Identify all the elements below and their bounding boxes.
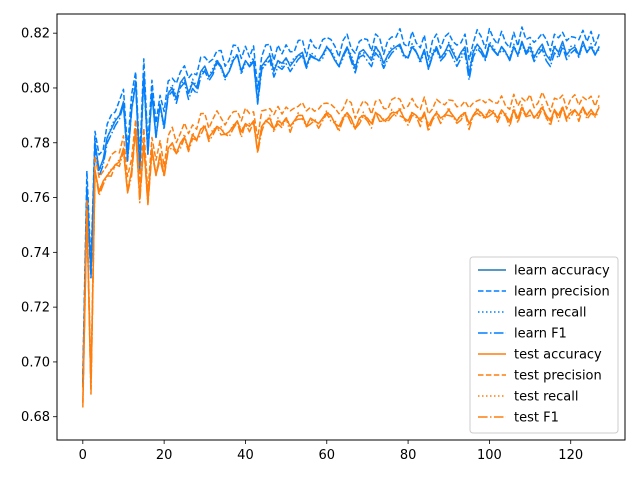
plot-frame [56,13,626,441]
y-tick-label: 0.74 [21,246,50,261]
x-tick-label: 20 [156,448,173,463]
x-tick-label: 80 [400,448,417,463]
legend: learn accuracy learn precision learn recal… [469,256,619,434]
series-line-test-recall [82,103,600,402]
x-tick-label: 40 [237,448,254,463]
legend-label-test-precision: test precision [514,369,602,384]
x-tick-label: 100 [477,448,502,463]
y-tick-label: 0.80 [21,81,50,96]
y-tick-label: 0.68 [21,410,50,425]
legend-label-learn-accuracy: learn accuracy [514,264,610,279]
legend-box [469,256,619,434]
y-tick-label: 0.76 [21,191,50,206]
legend-label-test-accuracy: test accuracy [514,348,602,363]
legend-label-learn-precision: learn precision [514,285,610,300]
y-tick-label: 0.70 [21,355,50,370]
plot-lines [82,26,600,408]
series-line-learn-precision [82,26,600,375]
legend-label-learn-f1: learn F1 [514,327,567,342]
legend-label-test-f1: test F1 [514,411,559,426]
y-tick-label: 0.78 [21,136,50,151]
x-tick-label: 120 [558,448,583,463]
x-tick-label: 60 [318,448,335,463]
y-tick-label: 0.72 [21,301,50,316]
series-line-test-f1 [82,106,600,408]
series-line-test-precision [82,91,600,388]
y-tick-label: 0.82 [21,27,50,42]
y-axis: 0.68 0.70 0.72 0.74 0.76 0.78 0.80 0.82 [21,27,57,425]
series-line-learn-accuracy [82,40,600,384]
legend-label-test-recall: test recall [514,390,579,405]
legend-label-learn-recall: learn recall [514,306,586,321]
x-axis: 0 20 40 60 80 100 120 [79,440,583,463]
x-tick-label: 0 [79,448,87,463]
